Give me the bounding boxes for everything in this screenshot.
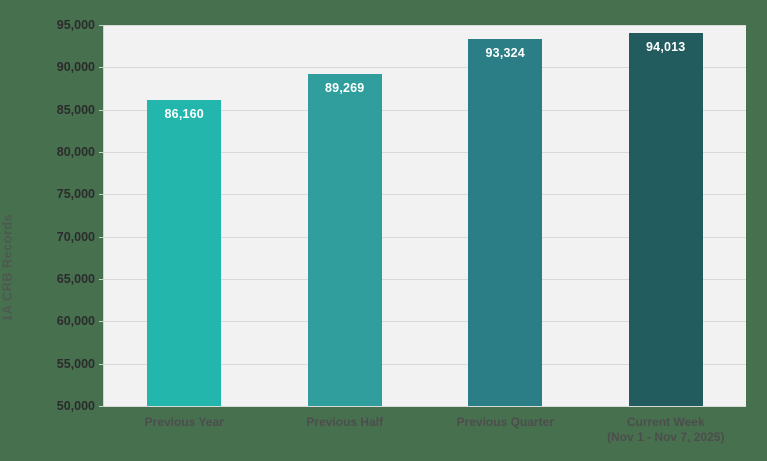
y-axis-title-text: 1A CRB Records — [0, 214, 14, 322]
x-axis-label-line: Current Week — [626, 415, 705, 429]
bar-3: 93,324 — [468, 39, 543, 406]
gridline — [104, 25, 746, 26]
y-axis-tick — [99, 321, 104, 323]
bar-value-label: 93,324 — [485, 46, 525, 61]
gridline — [104, 406, 746, 407]
y-axis-tick-label: 95,000 — [56, 18, 95, 32]
y-axis-tick-label: 80,000 — [56, 145, 95, 159]
x-axis-label: Current Week (Nov 1 - Nov 7, 2025) — [576, 415, 756, 445]
bar-2: 89,269 — [307, 73, 382, 406]
gridline — [104, 321, 746, 323]
y-axis-tick-label: 75,000 — [56, 187, 95, 202]
x-axis-label: Previous Quarter — [415, 415, 595, 430]
y-axis-line — [103, 25, 104, 406]
bar-4: 94,013 — [628, 33, 703, 406]
gridline — [104, 152, 746, 153]
x-axis-label-line: Previous Half — [306, 415, 384, 429]
y-axis-tick — [99, 109, 104, 111]
y-axis-tick-label: 60,000 — [56, 314, 95, 329]
y-axis-tick-label: 90,000 — [56, 60, 95, 75]
gridline — [104, 67, 746, 69]
bar-value-label: 86,160 — [164, 106, 204, 121]
bar-value-label: 89,269 — [325, 80, 365, 95]
y-axis-tick — [99, 236, 104, 238]
x-axis-label: Previous Half — [255, 415, 435, 430]
y-axis-tick — [99, 363, 104, 365]
y-axis-tick — [99, 67, 104, 69]
x-axis-label-line: (Nov 1 - Nov 7, 2025) — [607, 430, 725, 444]
y-axis-tick-label: 55,000 — [56, 356, 95, 371]
gridline — [104, 279, 746, 280]
y-axis-tick — [99, 25, 104, 26]
y-axis-tick-label: 50,000 — [56, 399, 95, 413]
gridline — [104, 194, 746, 196]
y-axis-tick — [99, 279, 104, 280]
y-axis-tick — [99, 406, 104, 407]
x-axis-label-line: Previous Year — [144, 415, 224, 429]
bar-1: 86,160 — [147, 99, 222, 406]
gridline — [104, 236, 746, 238]
y-axis-tick-label: 70,000 — [56, 229, 95, 244]
gridline — [104, 363, 746, 365]
gridline — [104, 109, 746, 111]
x-axis-label: Previous Year — [94, 415, 274, 430]
x-axis-label-line: Previous Quarter — [456, 415, 554, 429]
bar-value-label: 94,013 — [646, 40, 686, 55]
y-axis-tick — [99, 194, 104, 196]
y-axis-tick — [99, 152, 104, 153]
y-axis-tick-label: 65,000 — [56, 272, 95, 286]
y-axis-tick-label: 85,000 — [56, 102, 95, 117]
